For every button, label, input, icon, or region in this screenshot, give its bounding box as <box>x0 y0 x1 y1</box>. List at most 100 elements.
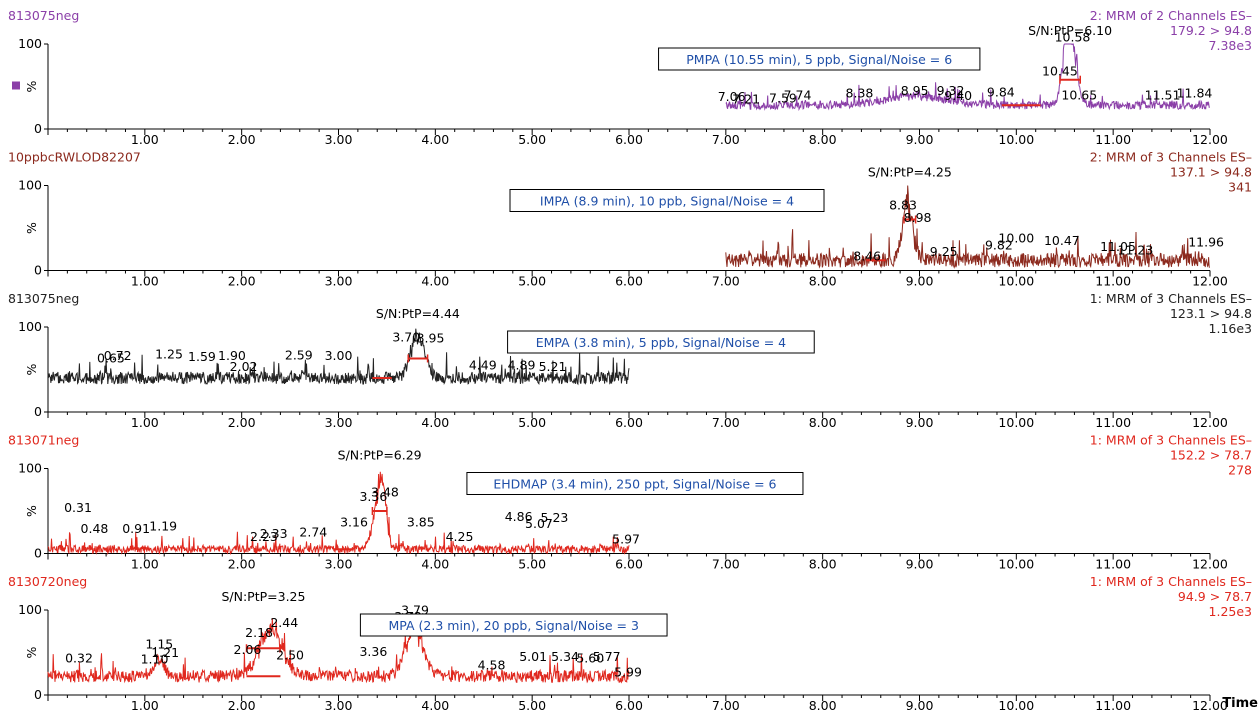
x-tick-label: 5.00 <box>518 557 546 572</box>
peak-label: 10.45 <box>1042 63 1078 78</box>
peak-label: 0.32 <box>65 651 93 666</box>
panel-channel-header: 152.2 > 78.7 <box>1170 448 1252 463</box>
panel-sample-name: 813075neg <box>8 291 79 306</box>
x-tick-label: 11.00 <box>1095 698 1131 713</box>
x-tick-label: 12.00 <box>1192 698 1228 713</box>
panel-sample-name: 813075neg <box>8 8 79 23</box>
y-axis-label: % <box>24 80 39 92</box>
x-tick-label: 10.00 <box>998 557 1034 572</box>
x-tick-label: 3.00 <box>325 415 353 430</box>
sn-label: S/N:PtP=4.25 <box>868 165 952 180</box>
peak-label: 2.74 <box>299 525 327 540</box>
panel-channel-header: 341 <box>1228 180 1252 195</box>
callout-text: EMPA (3.8 min), 5 ppb, Signal/Noise = 4 <box>536 335 786 350</box>
x-tick-label: 5.00 <box>518 698 546 713</box>
x-tick-label: 12.00 <box>1192 274 1228 289</box>
x-tick-label: 3.00 <box>325 274 353 289</box>
peak-label: 4.89 <box>508 358 536 373</box>
peak-label: 9.82 <box>985 237 1013 252</box>
x-tick-label: 4.00 <box>421 132 449 147</box>
callout-box <box>507 330 815 354</box>
panel-channel-header: 123.1 > 94.8 <box>1170 306 1252 321</box>
peak-label: 9.25 <box>930 244 958 259</box>
y-tick-label: 100 <box>18 602 42 617</box>
sn-label: S/N:PtP=4.44 <box>376 306 460 321</box>
x-tick-label: 11.00 <box>1095 415 1131 430</box>
callout-text: MPA (2.3 min), 20 ppb, Signal/Noise = 3 <box>388 618 638 633</box>
panel-channel-header: 94.9 > 78.7 <box>1178 589 1252 604</box>
peak-label: 8.46 <box>853 248 881 263</box>
x-tick-label: 8.00 <box>809 415 837 430</box>
panel-sample-name: 813071neg <box>8 433 79 448</box>
callout-text: EHDMAP (3.4 min), 250 ppt, Signal/Noise … <box>493 477 776 492</box>
peak-label: 11.96 <box>1188 235 1224 250</box>
peak-label: 0.31 <box>64 500 92 515</box>
x-tick-label: 3.00 <box>325 132 353 147</box>
chromatogram-trace <box>725 43 1211 112</box>
x-tick-label: 6.00 <box>615 274 643 289</box>
x-tick-label: 2.00 <box>228 557 256 572</box>
peak-label: 5.23 <box>541 510 569 525</box>
peak-label: 2.23 <box>250 529 278 544</box>
peak-label: 4.49 <box>469 358 497 373</box>
callout-box <box>509 189 825 212</box>
peak-label: 10.58 <box>1055 29 1091 44</box>
peak-label: 1.25 <box>155 346 183 361</box>
panel-sample-name: 8130720neg <box>8 574 87 589</box>
callout-text: IMPA (8.9 min), 10 ppb, Signal/Noise = 4 <box>540 194 794 209</box>
peak-label: 5.01 <box>519 649 547 664</box>
x-tick-label: 12.00 <box>1192 557 1228 572</box>
x-tick-label: 10.00 <box>998 274 1034 289</box>
peak-label: 5.77 <box>593 649 621 664</box>
panel-sample-name: 10ppbcRWLOD82207 <box>8 150 141 165</box>
peak-label: 0.91 <box>122 521 150 536</box>
peak-label: 4.25 <box>446 529 474 544</box>
peak-label: 1.59 <box>188 349 216 364</box>
peak-label: 9.32 <box>937 83 965 98</box>
peak-label: 2.02 <box>230 359 258 374</box>
peak-label: 5.07 <box>525 516 553 531</box>
x-axis-label: Time <box>1222 696 1258 711</box>
peak-label: 3.36 <box>359 489 387 504</box>
peak-label: 3.16 <box>340 514 368 529</box>
peak-label: 11.84 <box>1177 86 1213 101</box>
peak-label: 2.06 <box>234 642 262 657</box>
panel-channel-header: 1.16e3 <box>1209 321 1252 336</box>
callout-text: PMPA (10.55 min), 5 ppb, Signal/Noise = … <box>686 52 952 67</box>
x-tick-label: 2.00 <box>228 132 256 147</box>
peak-label: 8.95 <box>901 83 929 98</box>
peak-label: 1.19 <box>149 519 177 534</box>
x-tick-label: 12.00 <box>1192 132 1228 147</box>
peak-label: 0.48 <box>81 521 109 536</box>
x-tick-label: 8.00 <box>809 274 837 289</box>
y-tick-label: 0 <box>34 404 42 419</box>
peak-label: 8.98 <box>904 210 932 225</box>
legend-marker <box>12 81 20 90</box>
panel-channel-header: 137.1 > 94.8 <box>1170 165 1252 180</box>
x-tick-label: 5.00 <box>518 274 546 289</box>
x-tick-label: 1.00 <box>131 274 159 289</box>
y-tick-label: 0 <box>34 121 42 136</box>
callout-box <box>466 472 804 495</box>
peak-label: 4.58 <box>478 658 506 673</box>
y-tick-label: 0 <box>34 263 42 278</box>
x-tick-label: 9.00 <box>906 132 934 147</box>
x-tick-label: 7.00 <box>712 557 740 572</box>
x-tick-label: 7.00 <box>712 132 740 147</box>
peak-label: 9.84 <box>987 85 1015 100</box>
x-tick-label: 7.00 <box>712 415 740 430</box>
sn-label: S/N:PtP=6.29 <box>338 448 422 463</box>
x-tick-label: 10.00 <box>998 698 1034 713</box>
peak-label: 1.21 <box>151 645 179 660</box>
x-tick-label: 11.00 <box>1095 557 1131 572</box>
chromatogram-trace <box>47 618 630 684</box>
x-tick-label: 9.00 <box>906 557 934 572</box>
x-tick-label: 7.00 <box>712 274 740 289</box>
x-tick-label: 6.00 <box>615 698 643 713</box>
chromatogram-trace <box>47 328 630 386</box>
x-tick-label: 9.00 <box>906 698 934 713</box>
x-tick-label: 5.00 <box>518 415 546 430</box>
peak-label: 11.05 <box>1100 239 1136 254</box>
